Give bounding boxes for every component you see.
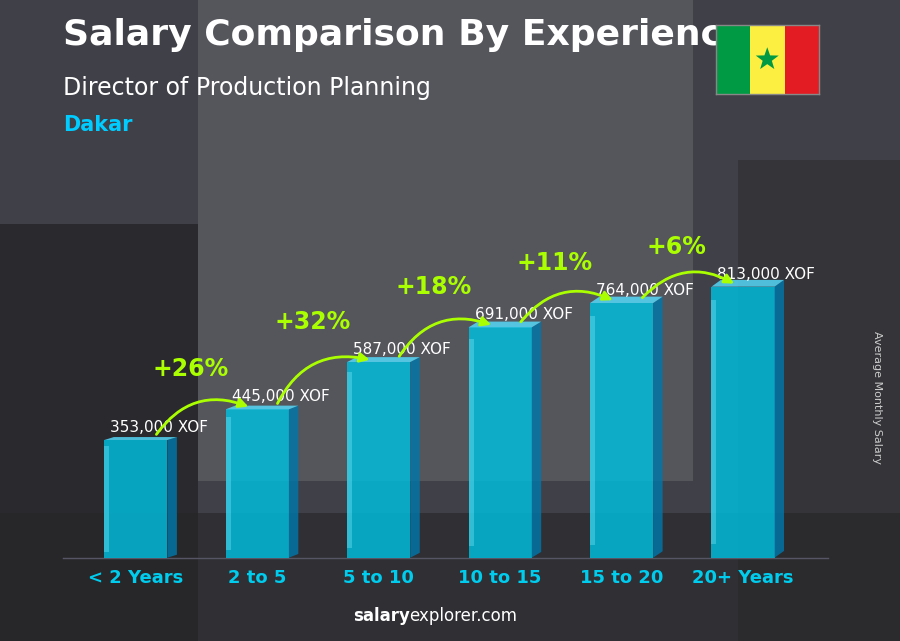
Polygon shape xyxy=(104,440,167,558)
Text: 691,000 XOF: 691,000 XOF xyxy=(474,307,572,322)
Text: 764,000 XOF: 764,000 XOF xyxy=(596,283,694,298)
Polygon shape xyxy=(711,280,784,287)
Text: +18%: +18% xyxy=(395,276,472,299)
Polygon shape xyxy=(289,406,298,558)
Polygon shape xyxy=(750,25,785,94)
Text: Average Monthly Salary: Average Monthly Salary xyxy=(872,331,883,464)
Bar xyxy=(0,513,900,641)
Text: salary: salary xyxy=(353,607,410,625)
Text: 353,000 XOF: 353,000 XOF xyxy=(111,420,209,435)
Bar xyxy=(0,224,198,641)
Bar xyxy=(738,160,900,641)
Text: Dakar: Dakar xyxy=(63,115,132,135)
Text: +11%: +11% xyxy=(517,251,593,275)
Text: +26%: +26% xyxy=(153,357,229,381)
Polygon shape xyxy=(226,410,289,558)
Polygon shape xyxy=(590,297,662,303)
Polygon shape xyxy=(532,322,541,558)
Polygon shape xyxy=(469,322,541,328)
Polygon shape xyxy=(347,362,410,558)
Polygon shape xyxy=(716,25,750,94)
Polygon shape xyxy=(653,297,662,558)
Polygon shape xyxy=(469,328,532,558)
Text: Salary Comparison By Experience: Salary Comparison By Experience xyxy=(63,18,746,52)
Text: Director of Production Planning: Director of Production Planning xyxy=(63,76,431,99)
Text: 445,000 XOF: 445,000 XOF xyxy=(232,389,329,404)
Polygon shape xyxy=(590,316,595,545)
Polygon shape xyxy=(226,417,230,550)
Polygon shape xyxy=(756,47,778,69)
Polygon shape xyxy=(226,406,298,410)
Text: explorer.com: explorer.com xyxy=(410,607,518,625)
Polygon shape xyxy=(347,357,419,362)
Polygon shape xyxy=(775,280,784,558)
Polygon shape xyxy=(785,25,819,94)
Text: 813,000 XOF: 813,000 XOF xyxy=(717,267,815,281)
Polygon shape xyxy=(410,357,419,558)
Polygon shape xyxy=(347,372,352,548)
Text: 587,000 XOF: 587,000 XOF xyxy=(353,342,451,357)
Polygon shape xyxy=(104,437,177,440)
Polygon shape xyxy=(711,300,716,544)
Polygon shape xyxy=(711,287,775,558)
Polygon shape xyxy=(469,339,473,546)
Polygon shape xyxy=(104,446,109,552)
Polygon shape xyxy=(167,437,177,558)
Text: +6%: +6% xyxy=(646,235,706,259)
Bar xyxy=(198,0,693,481)
Text: +32%: +32% xyxy=(274,310,350,334)
Polygon shape xyxy=(590,303,653,558)
